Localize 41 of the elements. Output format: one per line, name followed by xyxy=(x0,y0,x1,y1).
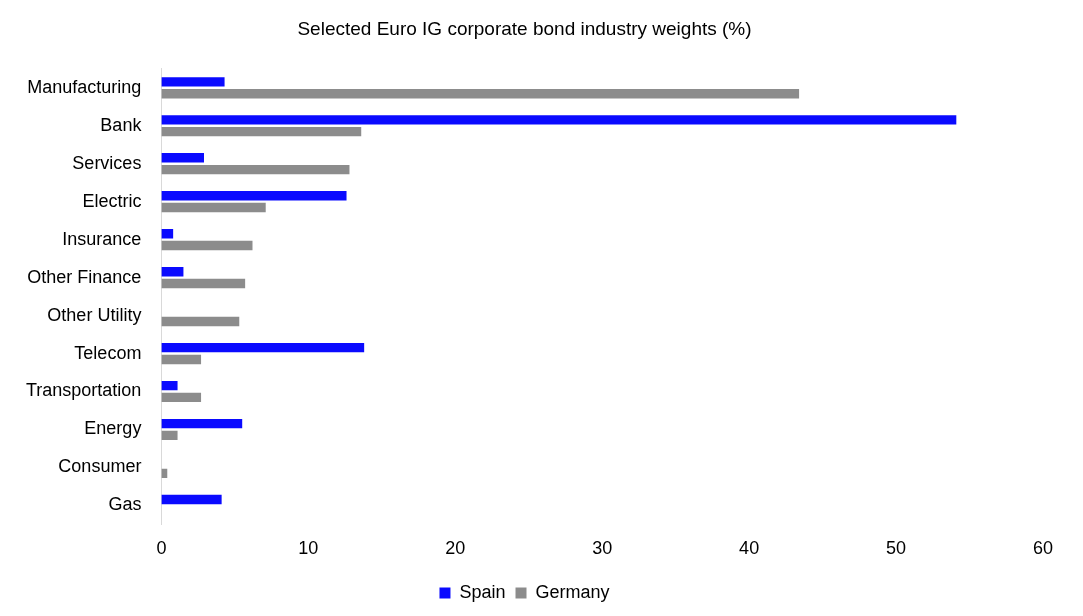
chart-title: Selected Euro IG corporate bond industry weights (%) xyxy=(297,17,752,39)
bar xyxy=(161,267,184,277)
legend-label: Germany xyxy=(535,581,610,602)
x-tick-label: 20 xyxy=(445,538,466,559)
y-tick-label: Bank xyxy=(100,114,143,135)
bar xyxy=(161,191,347,201)
bar xyxy=(161,115,957,125)
bar xyxy=(161,430,178,441)
y-tick-label: Other Utility xyxy=(47,304,142,325)
bar xyxy=(161,153,204,163)
x-tick-label: 10 xyxy=(298,538,319,559)
x-tick-label: 40 xyxy=(739,538,760,559)
bar xyxy=(161,418,243,429)
y-tick-label: Consumer xyxy=(58,456,142,477)
x-tick-label: 0 xyxy=(156,538,167,559)
bar xyxy=(161,278,246,289)
x-tick-label: 60 xyxy=(1032,538,1054,559)
bar xyxy=(161,126,362,137)
x-tick-label: 50 xyxy=(886,538,907,559)
y-tick-label: Manufacturing xyxy=(27,76,142,97)
bar xyxy=(161,354,202,365)
y-tick-label: Gas xyxy=(108,494,142,515)
y-tick-label: Electric xyxy=(82,190,142,211)
bar xyxy=(161,342,365,353)
y-tick-label: Telecom xyxy=(74,342,142,363)
bar xyxy=(161,77,225,87)
legend-label: Spain xyxy=(459,581,506,602)
bar xyxy=(161,88,800,99)
bar xyxy=(161,240,253,251)
y-tick-label: Insurance xyxy=(62,228,142,249)
y-tick-label: Other Finance xyxy=(27,266,142,287)
y-tick-label: Energy xyxy=(84,418,142,439)
y-tick-label: Transportation xyxy=(25,380,142,401)
y-tick-label: Services xyxy=(72,152,142,173)
bar xyxy=(161,494,222,505)
bar xyxy=(161,202,266,213)
bar xyxy=(161,164,350,175)
bar xyxy=(161,316,240,327)
bar xyxy=(161,380,178,391)
x-tick-label: 30 xyxy=(592,538,613,559)
bar xyxy=(161,392,202,403)
